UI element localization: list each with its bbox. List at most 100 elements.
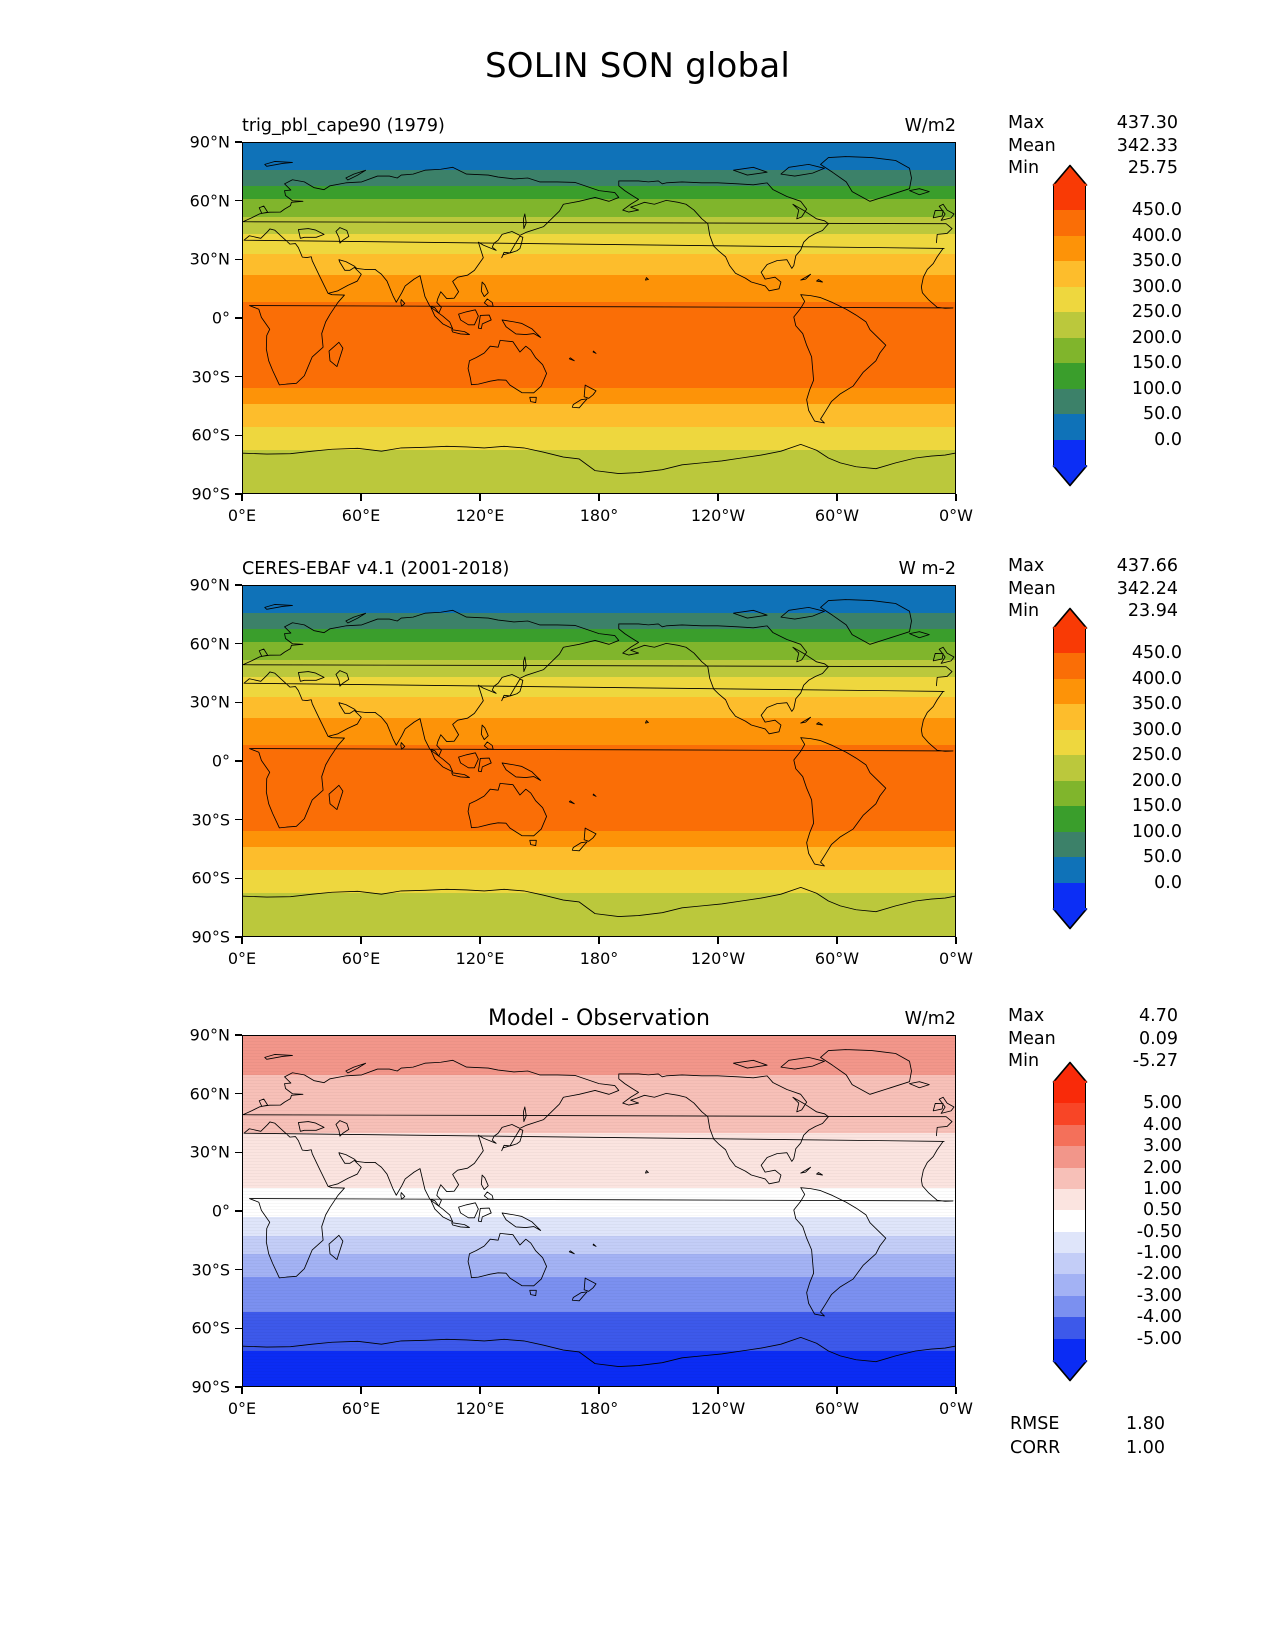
colorbar-tick-label: -5.00 (1136, 1328, 1182, 1349)
colorbar-segment (1054, 363, 1085, 390)
lon-label: 0°W (939, 949, 973, 968)
lon-label: 120°E (455, 1399, 505, 1418)
panel-label-model: trig_pbl_cape90 (1979) (242, 116, 445, 136)
colorbar-tick-label: 1.00 (1143, 1178, 1182, 1199)
colorbar-segment (1054, 857, 1085, 884)
contour-band (243, 628, 955, 643)
colorbar-segment (1054, 1188, 1085, 1211)
stat-value: -5.27 (1132, 1051, 1178, 1071)
contour-band (243, 450, 955, 493)
lat-tick (235, 141, 242, 143)
stat-row: Mean 0.09 (1008, 1028, 1178, 1051)
lon-tick (598, 937, 600, 944)
footer-stats-block: RMSE 1.80 CORR 1.00 (1010, 1412, 1165, 1460)
colorbar-extend-top-arrow (1048, 1061, 1092, 1083)
colorbar-tick-label: 100.0 (1131, 378, 1182, 399)
contour-band (243, 388, 955, 404)
stat-key: Max (1008, 113, 1045, 133)
lon-label: 120°W (690, 506, 746, 525)
colorbar-segment (1054, 439, 1085, 466)
contour-band (243, 253, 955, 276)
contour-band (243, 659, 955, 678)
stat-key: Min (1008, 1051, 1040, 1071)
figure-title: SOLIN SON global (484, 46, 791, 86)
colorbar-extend-bottom-arrow (1048, 908, 1092, 930)
contour-band (243, 426, 955, 451)
lon-tick (241, 494, 243, 501)
stat-value: 4.70 (1139, 1006, 1178, 1026)
contour-bands-observation (243, 586, 955, 936)
map-observation[interactable] (242, 585, 956, 937)
contour-band (243, 745, 955, 831)
panel-header-difference: Model - Observation W/m2 (242, 1006, 956, 1033)
colorbar-segment (1054, 704, 1085, 731)
colorbar-segment (1054, 831, 1085, 858)
stat-value: 437.66 (1116, 556, 1178, 576)
stat-row: Min -5.27 (1008, 1050, 1178, 1073)
lat-label: 90°S (191, 484, 230, 504)
colorbar-difference[interactable] (1052, 1061, 1087, 1382)
lon-label: 120°E (455, 949, 505, 968)
lat-tick (235, 258, 242, 261)
contour-band (243, 1277, 955, 1313)
lon-tick (955, 1387, 957, 1394)
stat-value: 342.24 (1116, 578, 1178, 599)
lat-tick (235, 493, 242, 495)
footer-stat-value: 1.80 (1126, 1414, 1165, 1434)
colorbar-tick-label: 450.0 (1131, 643, 1182, 664)
colorbar-tick-label: 50.0 (1143, 847, 1182, 868)
lon-label: 60°W (814, 506, 860, 525)
stat-key: Mean (1008, 1028, 1056, 1049)
contour-band (243, 586, 955, 614)
stat-key: Mean (1008, 578, 1056, 599)
colorbar-segment (1054, 414, 1085, 441)
lat-label: 90°N (189, 1025, 230, 1045)
colorbar-tick-label: 400.0 (1131, 668, 1182, 689)
lon-tick (955, 937, 957, 944)
lon-label: 180° (579, 1399, 619, 1418)
lon-tick (241, 937, 243, 944)
map-difference[interactable] (242, 1035, 956, 1387)
colorbar-tick-label: 0.0 (1154, 429, 1182, 450)
contour-band (243, 642, 955, 660)
colorbar-model[interactable] (1052, 164, 1087, 487)
lon-label: 60°E (341, 506, 381, 525)
colorbar-segment (1054, 337, 1085, 364)
panel-units-model: W/m2 (904, 116, 956, 136)
colorbar-segment (1054, 628, 1085, 655)
lat-tick (235, 760, 242, 762)
lon-label: 60°W (814, 1399, 860, 1418)
colorbar-segment (1054, 1317, 1085, 1340)
colorbar-tick-label: -2.00 (1136, 1264, 1182, 1285)
colorbar-tick-label: 200.0 (1131, 770, 1182, 791)
contour-band (243, 1187, 955, 1217)
stat-row: Min 23.94 (1008, 600, 1178, 623)
lat-label: 30°S (191, 367, 230, 387)
lon-tick (479, 494, 481, 501)
lon-label: 0°W (939, 1399, 973, 1418)
stat-key: Max (1008, 1006, 1045, 1026)
lat-label: 30°N (189, 1142, 230, 1162)
colorbar-tick-label: 5.00 (1143, 1093, 1182, 1114)
colorbar-segment (1054, 1253, 1085, 1276)
stat-row: Mean 342.24 (1008, 578, 1178, 601)
map-model[interactable] (242, 142, 956, 494)
colorbar-observation[interactable] (1052, 607, 1087, 930)
colorbar-tick-label: -1.00 (1136, 1243, 1182, 1264)
contour-band (243, 1133, 955, 1188)
colorbar-segment (1054, 1231, 1085, 1254)
lon-label: 0°E (227, 1399, 257, 1418)
colorbar-tick-label: -3.00 (1136, 1285, 1182, 1306)
colorbar-segment (1054, 1167, 1085, 1190)
lat-label: 60°S (191, 425, 230, 445)
lat-tick (235, 701, 242, 704)
colorbar-body (1053, 628, 1086, 909)
colorbar-tick-label: -4.00 (1136, 1307, 1182, 1328)
colorbar-segment (1054, 261, 1085, 288)
colorbar-segment (1054, 882, 1085, 909)
colorbar-tick-label: 150.0 (1131, 796, 1182, 817)
colorbar-tick-label: 350.0 (1131, 251, 1182, 272)
colorbar-tick-label: 200.0 (1131, 327, 1182, 348)
stat-row: Mean 342.33 (1008, 135, 1178, 158)
colorbar-body (1053, 185, 1086, 466)
